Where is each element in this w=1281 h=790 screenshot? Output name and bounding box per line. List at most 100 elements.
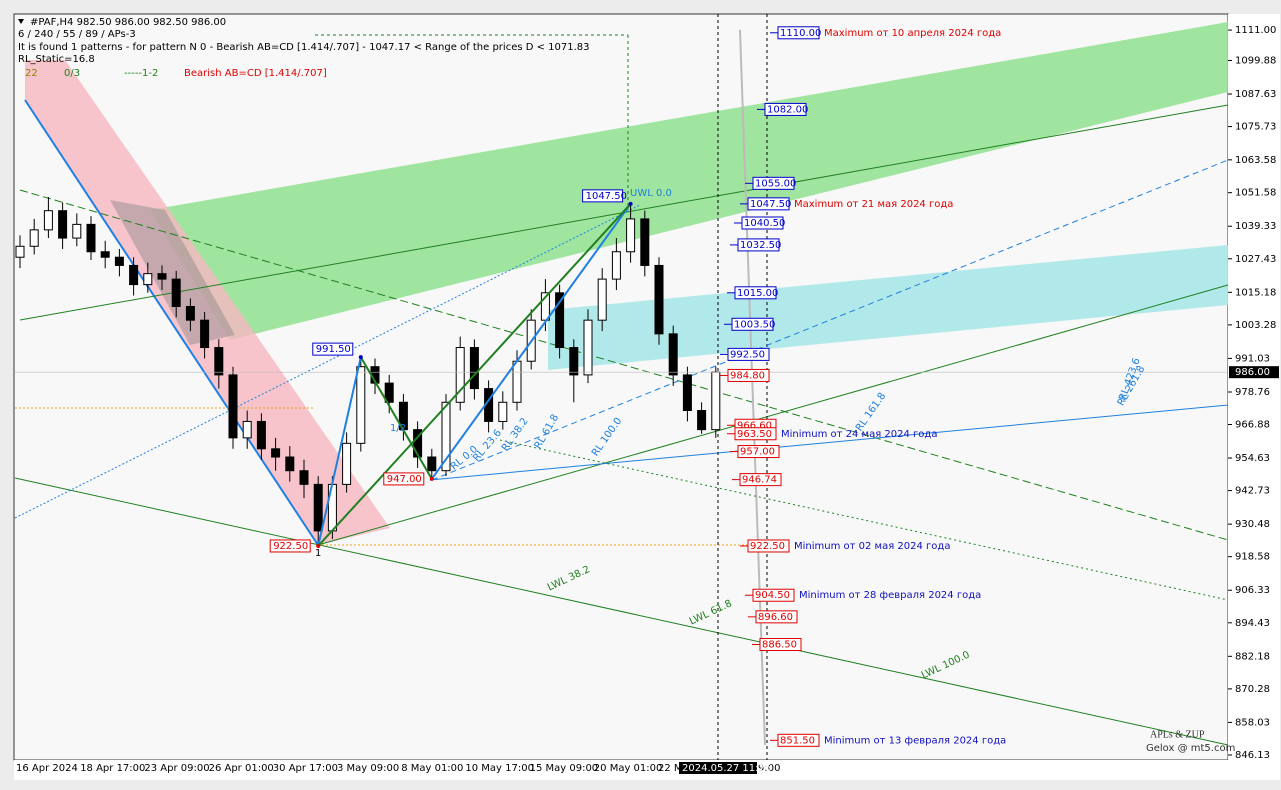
y-tick-label: 846.13 <box>1235 750 1270 761</box>
level-label: 963.50 <box>737 429 772 440</box>
candle-body <box>200 319 210 349</box>
level-box <box>734 286 777 300</box>
level-label: 946.74 <box>742 475 777 486</box>
header-line: 6 / 240 / 55 / 89 / APs-3 <box>18 29 136 40</box>
level-box <box>747 539 790 553</box>
x-tick-label: 18 Apr 17:00 <box>80 763 145 774</box>
level-label: 1047.50 <box>750 199 791 210</box>
x-tick-label: 20 May 01:00 <box>594 763 663 774</box>
y-tick-label: 954.63 <box>1235 453 1270 464</box>
level-label: 1040.50 <box>744 218 785 229</box>
level-label: 896.60 <box>758 612 793 623</box>
overlap-zone <box>110 200 235 345</box>
y-tick-label: 966.88 <box>1235 420 1270 431</box>
menu-arrow <box>18 19 24 24</box>
y-tick-label: 918.58 <box>1235 552 1270 563</box>
x-tick-label: 10 May 17:00 <box>465 763 534 774</box>
candle-body <box>455 347 465 403</box>
y-tick-label: 1063.58 <box>1235 155 1276 166</box>
y-tick-label: 882.18 <box>1235 651 1270 662</box>
candle-body <box>597 278 607 321</box>
candle-body <box>668 333 678 376</box>
candle-body <box>583 319 593 376</box>
watermark: Gelox @ mt5.com <box>1146 743 1235 754</box>
candle-body <box>356 366 366 444</box>
price-axis <box>1228 14 1280 760</box>
trend-line <box>19 189 1229 541</box>
level-box <box>752 588 795 602</box>
level-label: 957.00 <box>740 447 775 458</box>
header-line: #PAF,H4 982.50 986.00 982.50 986.00 <box>30 17 226 28</box>
trend-line <box>429 404 1229 481</box>
level-label: 1003.50 <box>734 319 775 330</box>
pattern-label: 947.00 <box>387 474 422 485</box>
level-label: 922.50 <box>750 541 785 552</box>
pattern-box <box>269 539 311 553</box>
y-tick-label: 1039.33 <box>1235 221 1276 232</box>
candle-body <box>114 256 124 266</box>
level-box <box>739 473 782 487</box>
x-tick-label: 15 May 09:00 <box>530 763 599 774</box>
candle-body <box>228 374 238 439</box>
pattern-leg <box>359 356 433 480</box>
pattern-box <box>383 472 425 486</box>
x-tick-label: 30 Apr 17:00 <box>273 763 338 774</box>
level-label: 1055.00 <box>755 178 796 189</box>
candle-body <box>427 456 437 472</box>
y-tick-label: 1051.58 <box>1235 188 1276 199</box>
y-tick-label: 991.03 <box>1235 353 1270 364</box>
level-note: Minimum от 24 мая 2024 года <box>781 429 937 440</box>
candle-body <box>626 218 636 253</box>
candle-body <box>72 223 82 239</box>
level-note: Maximum от 10 апреля 2024 года <box>824 28 1001 39</box>
candle-body <box>313 483 323 532</box>
y-tick-label: 870.28 <box>1235 684 1270 695</box>
y-tick-label: 978.76 <box>1235 387 1270 398</box>
level-label: 904.50 <box>755 590 790 601</box>
x-tick-label: 22 Ma <box>658 763 689 774</box>
line-annotation: 1/2 <box>390 423 406 434</box>
header-line: It is found 1 patterns - for pattern N 0… <box>18 42 590 53</box>
status-text: 0/3 <box>64 68 80 79</box>
status-text: -----1-2 <box>124 68 158 79</box>
candle-body <box>100 251 110 258</box>
pattern-label: 991.50 <box>316 344 351 355</box>
header-line: RL_Static=16.8 <box>18 54 95 65</box>
pink-channel <box>25 60 390 545</box>
level-box <box>741 216 784 230</box>
candle-body <box>654 264 664 335</box>
level-box <box>764 102 807 116</box>
candle-body <box>129 264 139 286</box>
time-axis <box>14 760 1280 780</box>
x-tick-label: 26 Apr 01:00 <box>209 763 274 774</box>
line-annotation: UWL 0.0 <box>630 188 672 199</box>
candle-body <box>413 429 423 458</box>
trend-line <box>317 284 1229 546</box>
candle-body <box>342 442 352 485</box>
pattern-box <box>582 189 624 203</box>
candle-body <box>640 218 650 266</box>
level-label: 966.60 <box>737 420 772 431</box>
level-box <box>727 347 770 361</box>
trend-line <box>14 204 641 519</box>
x-tick-label: 23 Apr 09:00 <box>144 763 209 774</box>
candle-body <box>682 374 692 411</box>
trend-line <box>499 439 1229 601</box>
level-label: 1082.00 <box>767 104 808 115</box>
candle-body <box>555 292 565 349</box>
y-tick-label: 942.73 <box>1235 486 1270 497</box>
level-box <box>777 26 820 40</box>
y-tick-label: 894.43 <box>1235 618 1270 629</box>
y-tick-label: 1087.63 <box>1235 89 1276 100</box>
candle-body <box>384 382 394 403</box>
pattern-leg <box>430 203 632 480</box>
y-tick-label: 858.03 <box>1235 717 1270 728</box>
status-text: 22 <box>25 68 38 79</box>
y-tick-label: 1015.18 <box>1235 287 1276 298</box>
pattern-leg <box>317 203 632 547</box>
status-text: Bearish AB=CD [1.414/.707] <box>184 68 327 79</box>
candle-body <box>143 273 153 286</box>
candle-body <box>299 470 309 485</box>
level-label: 984.80 <box>730 370 765 381</box>
last-price-label: 986.00 <box>1235 367 1270 378</box>
